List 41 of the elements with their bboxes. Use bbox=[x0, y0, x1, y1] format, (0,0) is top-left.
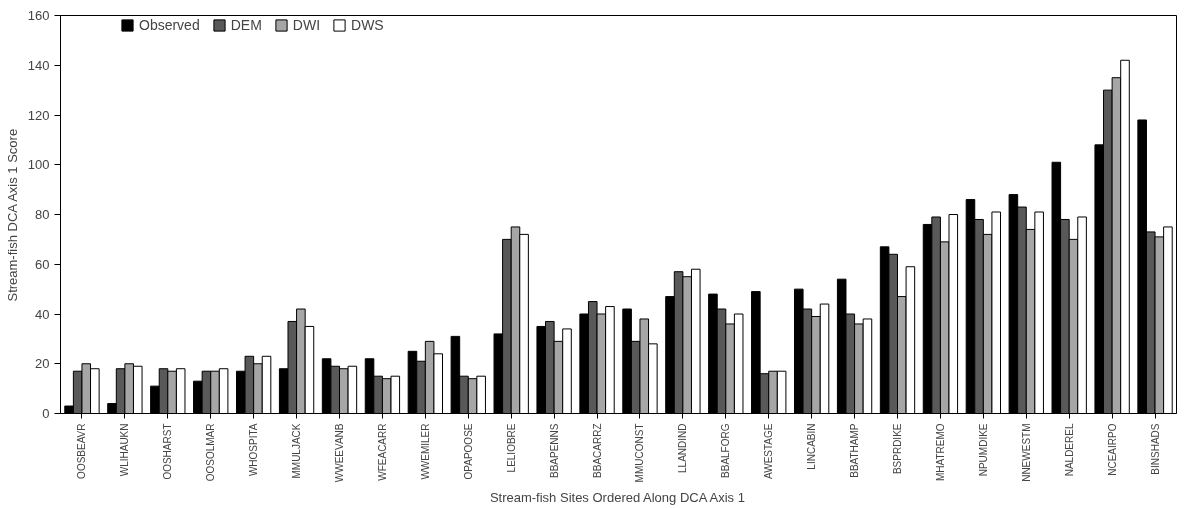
x-tick-label: LELIOBRE bbox=[505, 423, 517, 473]
x-tick-label: NNEWESTM bbox=[1020, 423, 1032, 482]
x-tick-label: WHOSPITA bbox=[248, 423, 260, 477]
x-tick-label: OOSHARST bbox=[162, 423, 174, 480]
y-tick-label: 120 bbox=[27, 107, 50, 123]
x-tick-label: LINCABIN bbox=[806, 423, 818, 470]
y-axis-title: Stream-fish DCA Axis 1 Score bbox=[4, 128, 20, 302]
x-tick-label: OOSOLMAR bbox=[205, 423, 217, 482]
y-tick-label: 140 bbox=[27, 57, 50, 73]
x-tick-label: BINSHADS bbox=[1149, 423, 1161, 475]
x-tick-label: NPUMDIKE bbox=[977, 423, 989, 477]
y-tick-label: 80 bbox=[35, 207, 50, 222]
x-tick-label: OOSBEAVR bbox=[76, 423, 88, 479]
y-tick-label: 40 bbox=[35, 306, 50, 322]
x-tick-label: NALDEREL bbox=[1063, 423, 1075, 477]
x-tick-label: BBALFORG bbox=[720, 423, 732, 478]
y-tick-label: 20 bbox=[35, 356, 50, 372]
legend-label: DEM bbox=[230, 17, 262, 33]
x-tick-label: WWEMILER bbox=[419, 423, 431, 480]
x-tick-label: BBATHAMP bbox=[849, 423, 861, 478]
y-tick-label: 100 bbox=[27, 157, 50, 173]
x-tick-label: WWEEVANB bbox=[334, 423, 345, 483]
x-tick-label: BBACARRZ bbox=[591, 423, 603, 478]
y-tick-label: 0 bbox=[42, 406, 50, 421]
y-tick-label: 60 bbox=[35, 256, 50, 272]
x-tick-label: AWESTAGE bbox=[763, 423, 775, 480]
legend-label: Observed bbox=[139, 17, 200, 33]
x-tick-label: WFEACARR bbox=[376, 423, 388, 481]
x-tick-label: OPAPOOSE bbox=[462, 423, 474, 480]
x-tick-label: NCEAIRPO bbox=[1106, 423, 1118, 476]
y-tick-label: 160 bbox=[27, 8, 50, 23]
x-tick-label: MHATREMO bbox=[934, 423, 946, 482]
legend-label: DWS bbox=[351, 17, 384, 33]
x-tick-label: WLIHAUKN bbox=[119, 423, 131, 477]
x-tick-label: LLANDIND bbox=[677, 423, 689, 473]
x-axis-title: Stream-fish Sites Ordered Along DCA Axis 1 bbox=[489, 490, 745, 506]
x-tick-label: BBAPENNS bbox=[548, 423, 560, 478]
x-tick-label: BSPRDIKE bbox=[892, 423, 903, 475]
legend-label: DWI bbox=[292, 17, 321, 33]
x-tick-label: MMULJACK bbox=[291, 423, 303, 479]
x-tick-label: MMUCONST bbox=[634, 423, 646, 483]
